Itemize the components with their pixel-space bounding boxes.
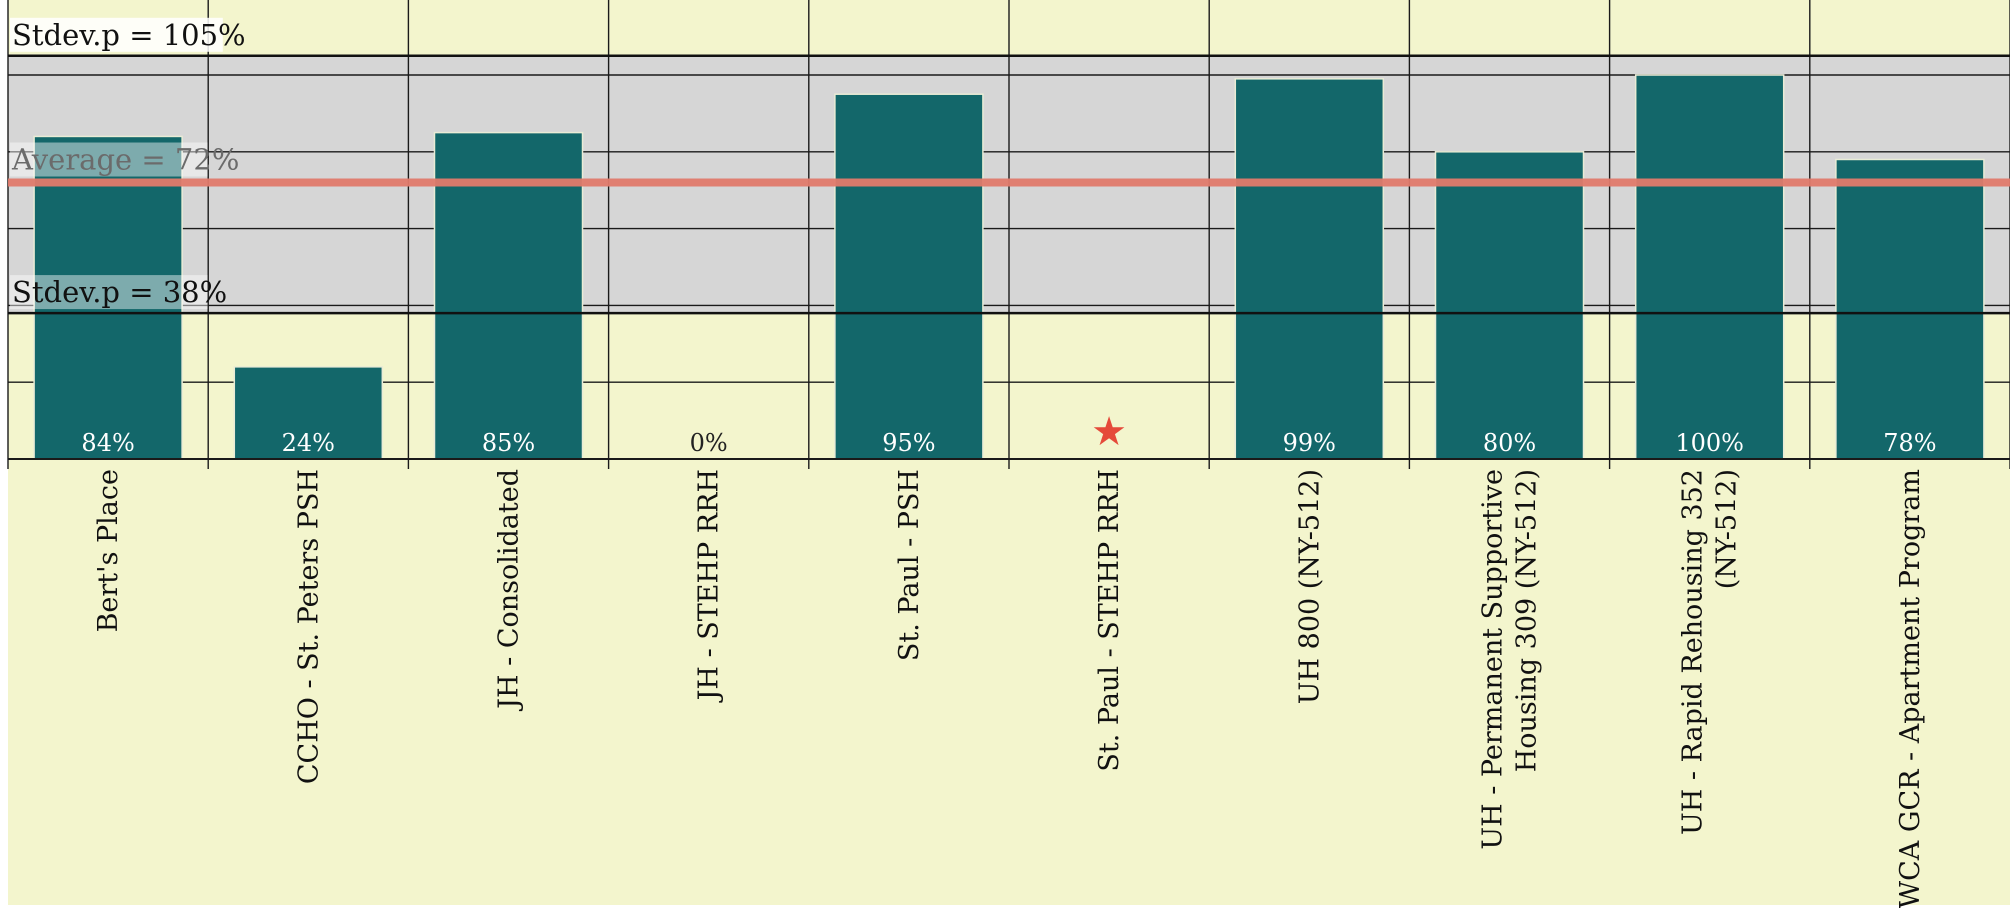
data-label: 78%: [1883, 429, 1936, 457]
category-label: CCHO - St. Peters PSH: [293, 469, 324, 784]
stdev-lower-label-bg: [10, 275, 208, 310]
bar: [1234, 78, 1385, 460]
stdev-upper-label-bg: [10, 17, 223, 52]
category-label: UH - Permanent Supportive: [1478, 469, 1509, 850]
average-label-bg: [10, 142, 208, 177]
category-label: St. Paul - STEHP RRH: [1094, 469, 1125, 772]
category-label: JH - Consolidated: [494, 469, 525, 712]
bar: [433, 131, 584, 460]
data-label: 0%: [690, 429, 728, 457]
data-label: 95%: [882, 429, 935, 457]
category-label: Housing 309 (NY-512): [1512, 469, 1543, 772]
category-label: Bert's Place: [93, 469, 124, 632]
star-marker: ★: [1091, 409, 1127, 455]
category-label: YWCA GCR - Apartment Program: [1895, 469, 1926, 908]
bar: [1634, 74, 1785, 460]
category-label: JH - STEHP RRH: [694, 469, 725, 703]
data-label: 80%: [1483, 429, 1536, 457]
data-label: 100%: [1675, 429, 1744, 457]
category-label: UH 800 (NY-512): [1294, 469, 1325, 704]
category-label: UH - Rapid Rehousing 352: [1678, 469, 1709, 835]
bar: [1835, 158, 1985, 460]
data-label: 24%: [282, 429, 335, 457]
category-label: St. Paul - PSH: [894, 469, 925, 661]
bar: [834, 93, 984, 460]
data-label: 85%: [482, 429, 535, 457]
bar: [1434, 151, 1585, 460]
data-label: 84%: [81, 429, 134, 457]
stdev-upper-label: Stdev.p = 105%: [12, 18, 246, 52]
stdev-lower-label: Stdev.p = 38%: [12, 275, 227, 309]
category-label: (NY-512): [1712, 469, 1743, 589]
average-label: Average = 72%: [11, 143, 239, 177]
data-label: 99%: [1283, 429, 1336, 457]
